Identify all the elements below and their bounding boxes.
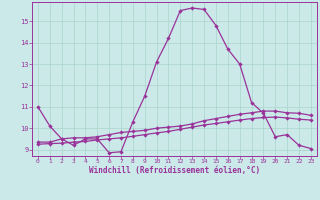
X-axis label: Windchill (Refroidissement éolien,°C): Windchill (Refroidissement éolien,°C) [89,166,260,175]
